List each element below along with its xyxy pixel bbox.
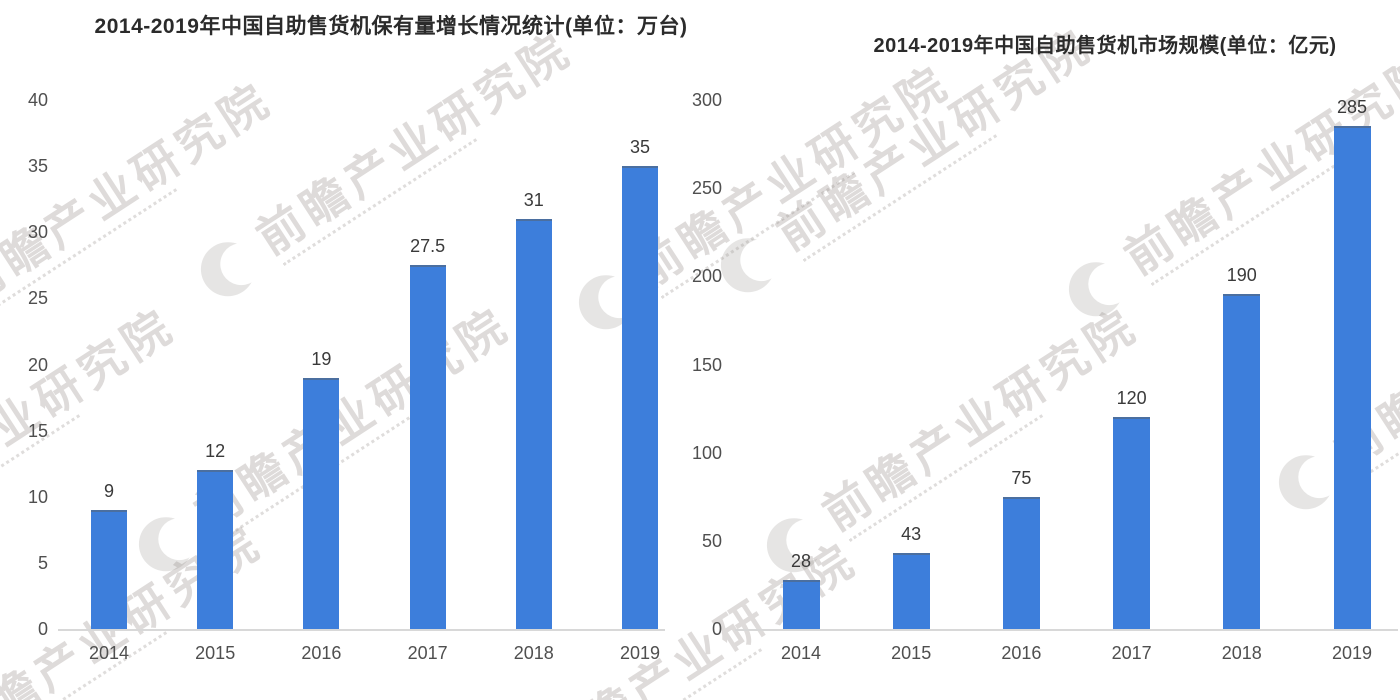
bar-value-label-2016: 75: [1011, 468, 1032, 488]
x-tick-label-2018: 2018: [513, 643, 554, 663]
y-tick-label: 0: [711, 619, 722, 639]
bar-value-label-2019: 35: [629, 137, 651, 157]
bar-value-label-2014: 28: [790, 551, 812, 571]
bar-value-label-2018: 31: [523, 190, 544, 210]
x-tick-label-2014: 2014: [88, 643, 130, 663]
bar-2015: [197, 470, 234, 629]
y-tick-label: 40: [27, 90, 48, 110]
bar-value-label-2019: 285: [1336, 97, 1368, 117]
y-tick-label: 5: [37, 552, 48, 573]
y-tick-label: 10: [27, 486, 48, 507]
bar-2017: [1113, 417, 1151, 629]
y-tick-label: 0: [37, 619, 48, 639]
x-tick-label-2017: 2017: [1111, 643, 1152, 663]
y-tick-label: 35: [27, 156, 48, 177]
x-tick-label-2016: 2016: [1001, 643, 1042, 663]
x-tick-label-2019: 2019: [619, 643, 661, 663]
y-tick-label: 20: [27, 354, 48, 375]
bar-2018: [515, 219, 552, 629]
market-size-chart-plot-area: [735, 100, 1398, 631]
x-tick-label-2015: 2015: [195, 643, 236, 663]
right-chart-title: 2014-2019年中国自助售货机市场规模(单位：亿元): [873, 35, 1337, 57]
bar-2015: [892, 553, 930, 629]
y-tick-label: 100: [691, 442, 722, 463]
bar-2019: [1333, 126, 1371, 629]
y-tick-label: 200: [691, 266, 722, 287]
y-tick-label: 250: [691, 178, 722, 199]
bar-2019: [622, 166, 658, 629]
bar-2014: [782, 580, 820, 629]
ownership-chart-plot-area: [58, 100, 665, 631]
bar-value-label-2017: 120: [1116, 388, 1147, 408]
left-chart-title: 2014-2019年中国自助售货机保有量增长情况统计(单位：万台): [94, 15, 688, 38]
y-tick-label: 50: [701, 530, 722, 551]
watermark-subtext-line: [0, 631, 168, 700]
bar-2014: [91, 510, 127, 629]
x-tick-label-2017: 2017: [407, 643, 448, 663]
y-tick-label: 300: [691, 90, 722, 110]
x-tick-label-2018: 2018: [1221, 643, 1262, 663]
bar-value-label-2015: 12: [205, 441, 226, 461]
y-tick-label: 25: [27, 288, 48, 309]
x-tick-label-2014: 2014: [780, 643, 822, 663]
bar-value-label-2018: 190: [1226, 265, 1257, 285]
bar-value-label-2015: 43: [901, 524, 922, 544]
y-tick-label: 15: [27, 420, 48, 441]
bar-2018: [1223, 294, 1261, 629]
bar-2016: [303, 378, 340, 629]
y-tick-label: 30: [27, 222, 48, 243]
x-tick-label-2019: 2019: [1331, 643, 1373, 663]
bar-2016: [1002, 497, 1040, 629]
bar-value-label-2016: 19: [311, 349, 332, 369]
x-tick-label-2015: 2015: [891, 643, 932, 663]
bar-value-label-2017: 27.5: [410, 236, 446, 256]
bar-value-label-2014: 9: [103, 481, 114, 501]
y-tick-label: 150: [691, 354, 722, 375]
bar-2017: [409, 265, 446, 629]
x-tick-label-2016: 2016: [301, 643, 342, 663]
